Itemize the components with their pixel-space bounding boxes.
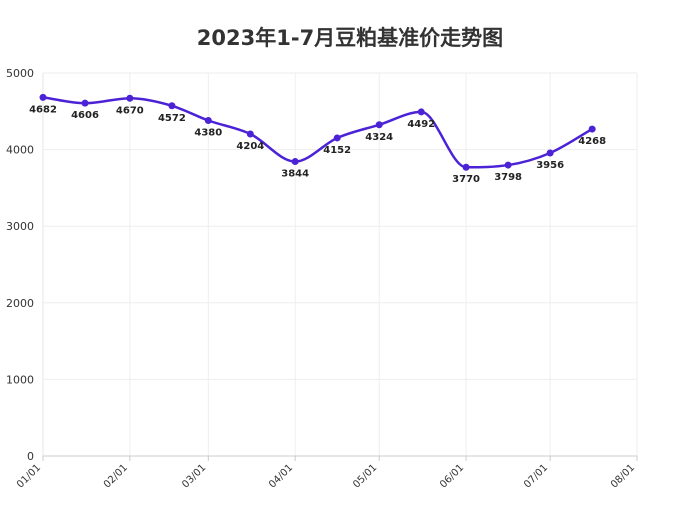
y-tick-label: 0 (27, 450, 34, 463)
data-label: 4670 (116, 105, 144, 116)
x-tick-label: 07/01 (522, 462, 550, 490)
x-tick-label: 05/01 (351, 462, 379, 490)
data-point (291, 158, 299, 166)
chart-title: 2023年1-7月豆粕基准价走势图 (197, 26, 503, 50)
data-point (504, 161, 512, 169)
data-point (417, 108, 425, 116)
data-point (246, 130, 254, 138)
x-tick-label: 03/01 (180, 462, 208, 490)
data-label: 4268 (578, 136, 606, 147)
data-point (81, 99, 89, 107)
data-point (333, 134, 341, 142)
data-point (588, 125, 596, 133)
grid-layer (42, 72, 638, 457)
y-tick-label: 3000 (6, 220, 34, 233)
data-point (168, 102, 176, 110)
data-point (204, 116, 212, 124)
data-label: 3798 (494, 172, 522, 183)
data-point (462, 163, 470, 171)
x-tick-label: 04/01 (267, 462, 295, 490)
x-tick-label: 01/01 (15, 462, 43, 490)
data-label: 4380 (194, 127, 222, 138)
data-point (39, 93, 47, 101)
data-label: 4204 (236, 141, 264, 152)
data-label: 3844 (281, 169, 309, 180)
series-line (42, 96, 593, 169)
data-label: 3770 (452, 174, 480, 185)
y-tick-label: 4000 (6, 144, 34, 157)
data-point (375, 121, 383, 129)
data-points (39, 93, 596, 171)
data-point (126, 94, 134, 102)
x-tick-label: 08/01 (609, 462, 637, 490)
data-label: 4606 (71, 110, 99, 121)
data-labels: 4682 4606 4670 4572 4380 4204 3844 4152 4324 4492… (29, 104, 606, 185)
y-tick-label: 1000 (6, 373, 34, 386)
data-label: 3956 (536, 160, 564, 171)
y-tick-label: 5000 (6, 67, 34, 80)
data-label: 4152 (323, 145, 351, 156)
data-label: 4572 (158, 113, 186, 124)
data-label: 4492 (407, 119, 435, 130)
x-axis: 01/01 02/01 03/01 04/01 05/01 06/01 07/01 08/01 (15, 455, 638, 491)
x-tick-label: 06/01 (438, 462, 466, 490)
y-tick-label: 2000 (6, 297, 34, 310)
data-label: 4682 (29, 104, 57, 115)
y-axis: 0 1000 2000 3000 4000 5000 (6, 67, 44, 463)
data-point (546, 149, 554, 157)
x-tick-label: 02/01 (102, 462, 130, 490)
data-label: 4324 (365, 132, 393, 143)
